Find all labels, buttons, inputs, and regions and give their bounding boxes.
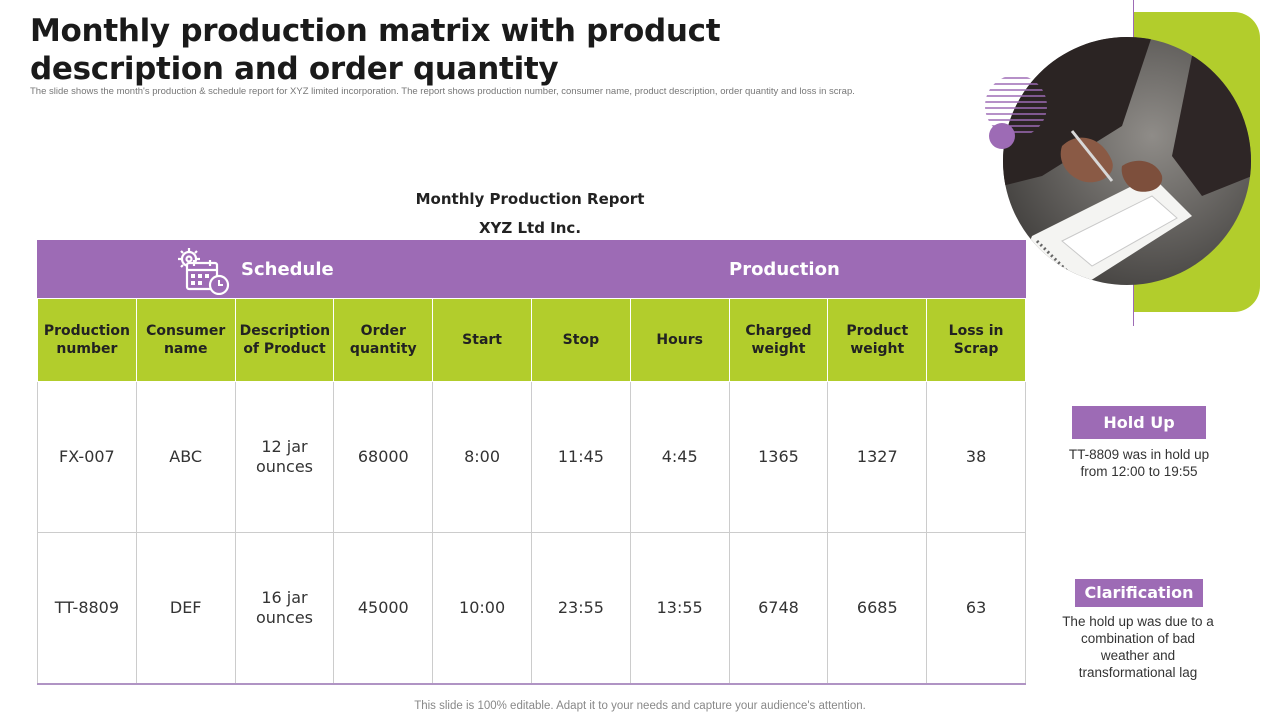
- decorative-stripes-circle: [985, 77, 1047, 133]
- header-row: Production number Consumer name Descript…: [37, 298, 1026, 382]
- table-cell: DEF: [135, 532, 236, 685]
- table-row: FX-007 ABC 12 jar ounces 68000 8:00 11:4…: [37, 381, 1026, 533]
- report-company: XYZ Ltd Inc.: [478, 219, 582, 237]
- column-header: Description of Product: [234, 298, 335, 382]
- column-header: Loss in Scrap: [926, 298, 1026, 382]
- table-cell: 23:55: [530, 532, 631, 685]
- footer-note: This slide is 100% editable. Adapt it to…: [414, 700, 866, 712]
- table-cell: 8:00: [432, 381, 532, 533]
- table-cell: 6748: [728, 532, 829, 685]
- data-table: Production number Consumer name Descript…: [37, 298, 1026, 685]
- group-header-schedule: Schedule: [241, 259, 334, 280]
- page-subtitle: The slide shows the month's production &…: [30, 86, 855, 97]
- table-cell: 11:45: [530, 381, 631, 533]
- table-cell: 45000: [333, 532, 434, 685]
- table-cell: ABC: [135, 381, 236, 533]
- column-header: Product weight: [827, 298, 928, 382]
- column-header: Consumer name: [135, 298, 236, 382]
- clarification-text: The hold up was due to a combination of …: [1062, 614, 1214, 680]
- production-table: Schedule Production Production number Co…: [37, 240, 1026, 685]
- table-cell: 10:00: [432, 532, 532, 685]
- table-cell: 63: [926, 532, 1026, 685]
- table-cell: FX-007: [37, 381, 137, 533]
- column-header: Production number: [37, 298, 137, 382]
- writing-photo: [1003, 37, 1251, 285]
- page-title: Monthly production matrix with product d…: [30, 13, 721, 87]
- table-cell: 12 jar ounces: [234, 381, 335, 533]
- table-cell: 6685: [827, 532, 928, 685]
- decorative-purple-dot: [989, 123, 1015, 149]
- table-row: TT-8809 DEF 16 jar ounces 45000 10:00 23…: [37, 532, 1026, 685]
- table-cell: 38: [926, 381, 1026, 533]
- table-cell: 13:55: [629, 532, 730, 685]
- column-header: Start: [432, 298, 532, 382]
- calendar-gear-clock-icon: [178, 248, 230, 295]
- table-cell: TT-8809: [37, 532, 137, 685]
- clarification-label: Clarification: [1075, 579, 1203, 607]
- table-cell: 1365: [728, 381, 829, 533]
- table-cell: 1327: [827, 381, 928, 533]
- column-header: Hours: [629, 298, 730, 382]
- hold-up-label: Hold Up: [1072, 406, 1206, 439]
- group-header-production: Production: [729, 259, 840, 280]
- hold-up-text: TT-8809 was in hold up from 12:00 to 19:…: [1068, 447, 1210, 479]
- table-cell: 4:45: [629, 381, 730, 533]
- column-header: Charged weight: [728, 298, 829, 382]
- table-cell: 16 jar ounces: [234, 532, 335, 685]
- table-group-band: Schedule Production: [37, 240, 1026, 298]
- report-title: Monthly Production Report: [415, 190, 645, 208]
- column-header: Stop: [530, 298, 631, 382]
- table-cell: 68000: [333, 381, 434, 533]
- column-header: Order quantity: [333, 298, 434, 382]
